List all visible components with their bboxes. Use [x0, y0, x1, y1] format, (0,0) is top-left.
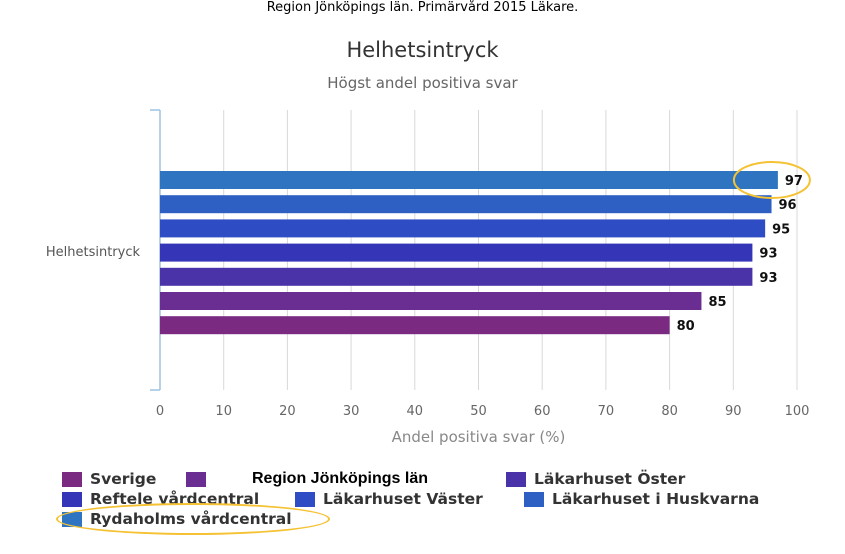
- bar-chart: 0 10 20 30 40 50 60 70 80 90 100 Helhetsintryck Ande…: [46, 109, 811, 446]
- bar-value-label: 95: [772, 222, 790, 237]
- bar-value-label: 80: [677, 319, 695, 334]
- legend-label: Läkarhuset i Huskvarna: [552, 490, 760, 508]
- x-tick-label: 100: [785, 404, 810, 419]
- y-category-label: Helhetsintryck: [46, 245, 141, 260]
- x-tick-label: 30: [343, 404, 360, 419]
- bar-value-label: 97: [785, 174, 803, 189]
- legend-swatch: [295, 491, 315, 507]
- legend-swatch: [62, 471, 82, 487]
- chart-title: Helhetsintryck: [346, 38, 499, 62]
- legend-item[interactable]: Region Jönköpings län: [186, 470, 428, 488]
- x-tick-label: 0: [156, 404, 164, 419]
- bar: [160, 171, 778, 189]
- bar: [160, 267, 753, 286]
- legend-highlight-ellipse: [56, 503, 330, 535]
- legend-label: Sverige: [90, 470, 157, 488]
- legend-item[interactable]: Läkarhuset i Huskvarna: [524, 490, 759, 508]
- x-tick-label: 20: [279, 404, 296, 419]
- legend-swatch: [524, 491, 544, 507]
- axes: 0 10 20 30 40 50 60 70 80 90 100 Helhetsintryck Ande…: [46, 109, 810, 446]
- bar-value-label: 85: [708, 295, 726, 310]
- image-caption: Region Jönköpings län. Primärvård 2015 L…: [266, 0, 579, 15]
- legend-label: Region Jönköpings län: [252, 470, 429, 487]
- data-labels: 97 96 95 93 93 85 80: [677, 161, 811, 334]
- bar-value-label: 93: [759, 271, 777, 286]
- bar-value-label: 96: [779, 198, 797, 213]
- legend-item[interactable]: Sverige: [62, 470, 156, 488]
- x-tick-label: 70: [598, 404, 615, 419]
- bar: [160, 219, 766, 238]
- bars: [160, 171, 778, 335]
- x-tick-label: 80: [661, 404, 678, 419]
- highlight-ellipse: [732, 161, 811, 199]
- legend-swatch: [186, 471, 206, 487]
- x-tick-label: 60: [534, 404, 551, 419]
- x-tick-label: 40: [407, 404, 424, 419]
- legend-swatch: [506, 471, 526, 487]
- bar-value-label: 93: [759, 247, 777, 262]
- x-tick-label: 50: [470, 404, 487, 419]
- bar: [160, 292, 702, 310]
- bar: [160, 195, 772, 214]
- x-tick-label: 90: [725, 404, 742, 419]
- x-axis-title: Andel positiva svar (%): [392, 428, 566, 446]
- legend-item[interactable]: Läkarhuset Öster: [506, 470, 685, 488]
- legend-swatch: [62, 491, 82, 507]
- legend-item[interactable]: Läkarhuset Väster: [295, 490, 483, 508]
- legend-label: Läkarhuset Öster: [534, 470, 686, 488]
- bar: [160, 316, 670, 335]
- chart-subtitle: Högst andel positiva svar: [327, 74, 518, 92]
- bar: [160, 243, 753, 262]
- legend: Sverige Region Jönköpings län Läkarhuset Ö…: [56, 470, 822, 540]
- legend-label: Läkarhuset Väster: [323, 490, 483, 508]
- x-tick-label: 10: [215, 404, 232, 419]
